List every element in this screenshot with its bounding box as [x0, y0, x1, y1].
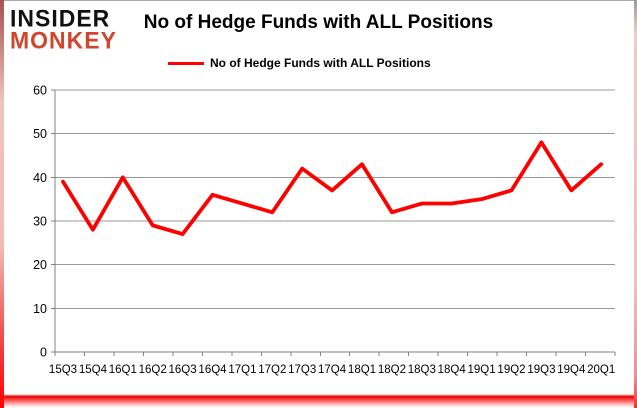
x-axis-label: 17Q2	[258, 364, 286, 376]
x-axis-label: 17Q1	[228, 364, 256, 376]
logo-word-monkey: MONKEY	[10, 26, 117, 54]
y-axis-label: 20	[33, 258, 47, 272]
y-axis-label: 0	[40, 346, 47, 360]
y-axis-label: 50	[33, 127, 47, 141]
y-axis-label: 60	[33, 85, 47, 98]
x-axis-label: 16Q1	[109, 364, 137, 376]
logo-word-insider: INSIDER	[10, 4, 111, 32]
frame-border-right	[634, 0, 637, 408]
insider-monkey-logo: INSIDER MONKEY	[10, 4, 117, 54]
x-axis-label: 18Q2	[378, 364, 406, 376]
x-axis-label: 19Q4	[557, 364, 586, 376]
y-axis-label: 40	[33, 171, 47, 185]
legend-label: No of Hedge Funds with ALL Positions	[210, 56, 431, 70]
y-axis-label: 10	[33, 302, 47, 316]
series-line	[61, 140, 604, 237]
chart-title: No of Hedge Funds with ALL Positions	[143, 12, 494, 33]
x-axis-label: 18Q4	[438, 364, 467, 376]
x-axis-label: 15Q4	[79, 364, 108, 376]
x-axis-label: 18Q3	[408, 364, 436, 376]
frame-border-top	[0, 0, 637, 1]
x-axis-label: 19Q1	[468, 364, 496, 376]
legend-line-swatch	[168, 61, 204, 65]
x-axis-label: 17Q3	[288, 364, 316, 376]
frame-border-bottom	[0, 394, 637, 408]
x-axis-label: 16Q3	[169, 364, 197, 376]
y-axis-label: 30	[33, 215, 47, 229]
x-axis-label: 16Q2	[139, 364, 167, 376]
x-axis-label: 19Q3	[527, 364, 555, 376]
x-axis-label: 20Q1	[587, 364, 615, 376]
x-axis-label: 15Q3	[49, 364, 77, 376]
x-axis-label: 16Q4	[198, 364, 227, 376]
legend: No of Hedge Funds with ALL Positions	[168, 55, 431, 71]
x-axis-label: 18Q1	[348, 364, 376, 376]
frame-border-left	[0, 0, 4, 408]
x-axis-label: 17Q4	[318, 364, 347, 376]
x-axis-label: 19Q2	[497, 364, 525, 376]
